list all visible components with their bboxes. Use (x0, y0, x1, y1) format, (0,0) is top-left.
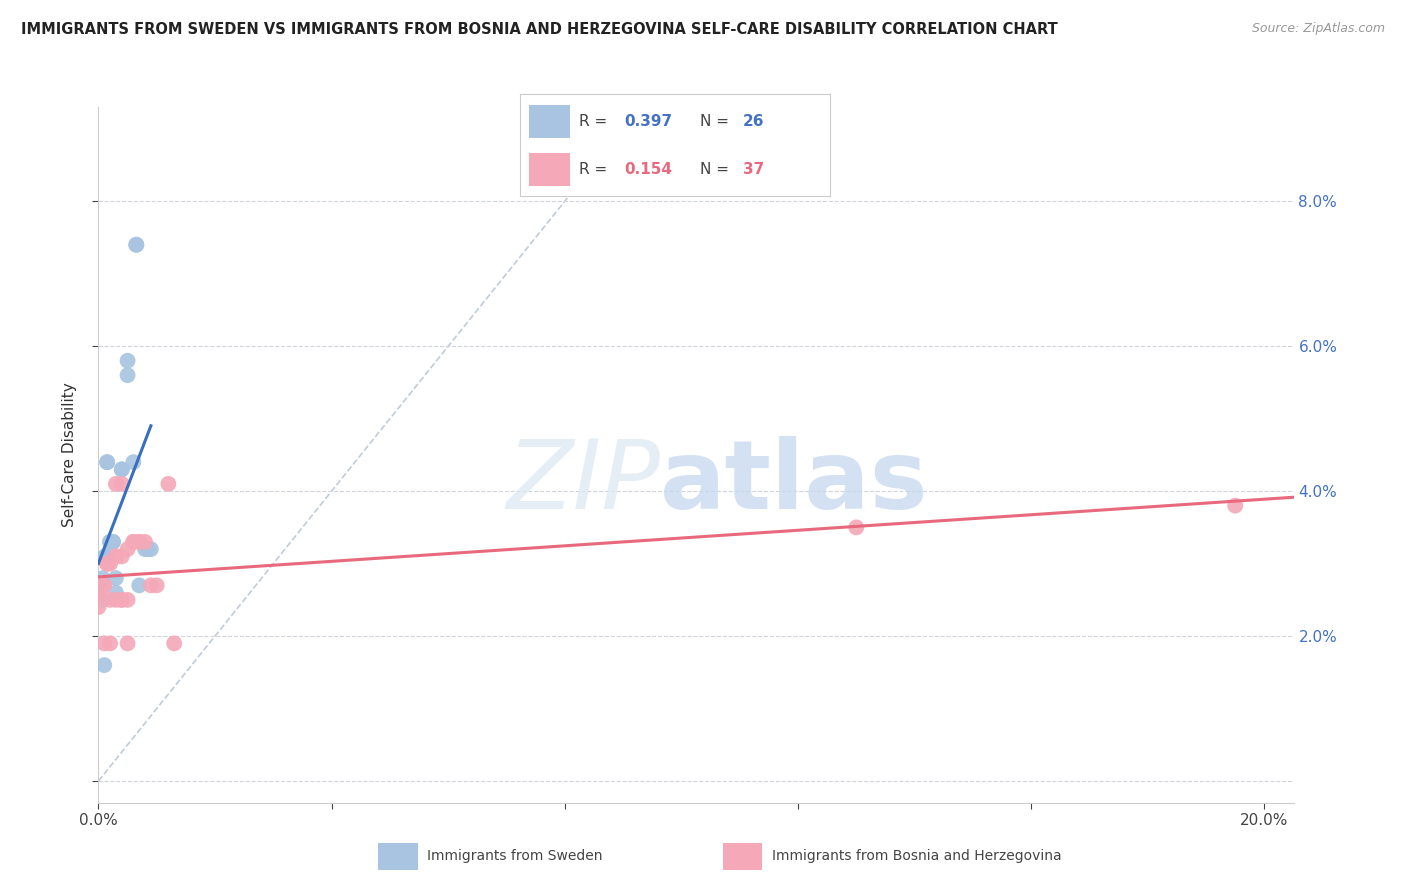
Y-axis label: Self-Care Disability: Self-Care Disability (62, 383, 77, 527)
Point (163, 636, 186, 650)
Point (117, 636, 139, 650)
Point (104, 476, 127, 491)
Point (157, 476, 180, 491)
Point (87, 585, 110, 599)
Text: Immigrants from Bosnia and Herzegovina: Immigrants from Bosnia and Herzegovina (772, 849, 1062, 863)
Point (122, 455, 145, 469)
FancyBboxPatch shape (378, 843, 418, 870)
Text: 37: 37 (742, 162, 765, 178)
Point (90, 578, 112, 592)
Text: 26: 26 (742, 114, 765, 128)
Point (94, 549, 117, 564)
Point (96, 455, 118, 469)
Point (117, 368, 139, 383)
Point (93, 578, 115, 592)
Point (96, 557, 118, 571)
Point (87, 600, 110, 615)
Point (101, 534, 124, 549)
Point (98, 636, 121, 650)
Point (104, 549, 127, 564)
Point (90, 578, 112, 592)
Point (98, 534, 121, 549)
Point (134, 534, 156, 549)
Point (122, 534, 145, 549)
Text: R =: R = (579, 162, 612, 178)
Point (117, 353, 139, 368)
Point (128, 534, 150, 549)
Point (94, 549, 117, 564)
FancyBboxPatch shape (723, 843, 762, 870)
Text: N =: N = (700, 114, 734, 128)
Text: 0.397: 0.397 (624, 114, 672, 128)
FancyBboxPatch shape (530, 105, 569, 137)
Point (93, 578, 115, 592)
Point (111, 549, 134, 564)
Point (104, 571, 127, 585)
Point (98, 592, 121, 607)
Point (91, 592, 114, 607)
Point (94, 549, 117, 564)
Point (104, 592, 127, 607)
Point (91, 571, 114, 585)
Point (125, 237, 148, 252)
Point (111, 462, 134, 476)
Point (845, 520, 868, 534)
Point (111, 592, 134, 607)
Text: Immigrants from Sweden: Immigrants from Sweden (427, 849, 603, 863)
Point (101, 534, 124, 549)
Point (104, 585, 127, 599)
Point (87, 585, 110, 599)
Point (128, 578, 150, 592)
Point (117, 592, 139, 607)
Point (128, 534, 150, 549)
Point (136, 542, 159, 557)
Point (145, 578, 167, 592)
Point (139, 578, 162, 592)
Text: R =: R = (579, 114, 612, 128)
Point (98, 557, 121, 571)
Point (139, 542, 162, 557)
Point (87, 585, 110, 599)
Text: IMMIGRANTS FROM SWEDEN VS IMMIGRANTS FROM BOSNIA AND HERZEGOVINA SELF-CARE DISAB: IMMIGRANTS FROM SWEDEN VS IMMIGRANTS FRO… (21, 22, 1057, 37)
Point (117, 542, 139, 557)
Point (125, 237, 148, 252)
Point (87, 585, 110, 599)
Text: 0.154: 0.154 (624, 162, 672, 178)
Point (122, 534, 145, 549)
Point (111, 462, 134, 476)
Point (96, 455, 118, 469)
Point (87, 578, 110, 592)
Point (1225, 499, 1247, 513)
Point (96, 557, 118, 571)
Text: Source: ZipAtlas.com: Source: ZipAtlas.com (1251, 22, 1385, 36)
Point (111, 592, 134, 607)
Point (134, 542, 156, 557)
Text: N =: N = (700, 162, 734, 178)
Point (111, 476, 134, 491)
Point (93, 636, 115, 650)
Point (93, 658, 115, 673)
Text: atlas: atlas (661, 436, 929, 529)
FancyBboxPatch shape (530, 153, 569, 186)
Point (98, 534, 121, 549)
Point (104, 549, 127, 564)
Text: ZIP: ZIP (506, 436, 661, 529)
